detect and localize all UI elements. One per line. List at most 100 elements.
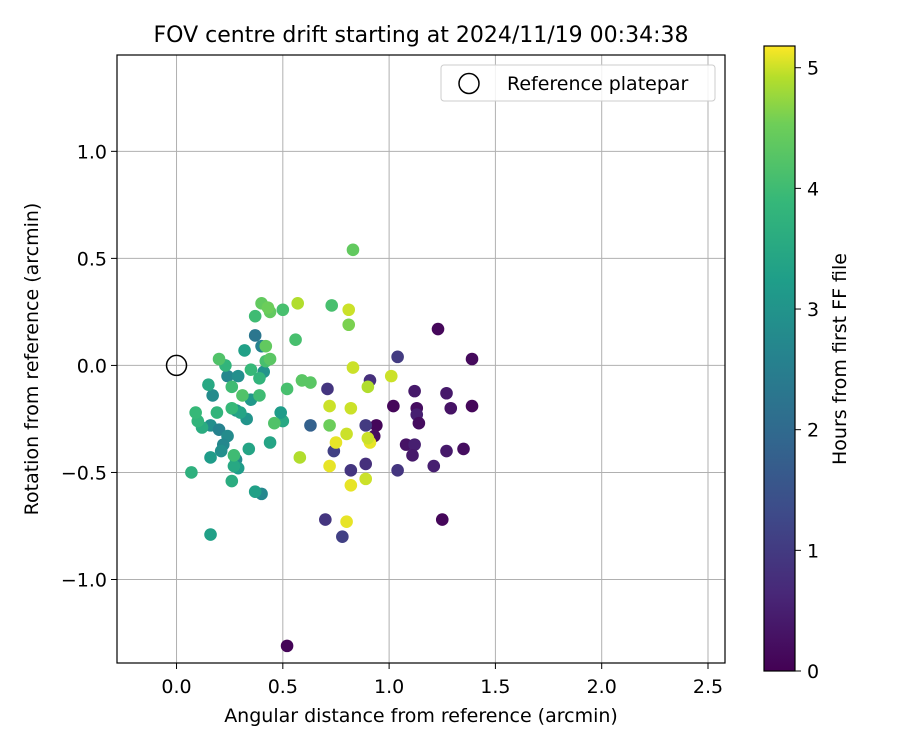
scatter-point <box>248 485 262 499</box>
plot-area: 0.0 0.5 1.0 1.5 2.0 2.5 −1.0 −0.5 0.0 0.5 1.0 <box>61 54 726 698</box>
scatter-point <box>238 344 251 357</box>
colorbar: 0 1 2 3 4 5 Hours from first FF file <box>763 45 851 683</box>
scatter-point <box>289 333 302 347</box>
colorbar-tick-label: 3 <box>807 299 819 321</box>
scatter-point <box>359 472 373 486</box>
x-tick-label: 1.5 <box>480 676 510 698</box>
axes-frame <box>116 54 726 664</box>
scatter-point <box>431 322 445 336</box>
y-tick-label: −1.0 <box>61 570 107 592</box>
x-axis-label: Angular distance from reference (arcmin) <box>224 705 618 727</box>
reference-platepar-marker <box>165 354 188 377</box>
scatter-point <box>406 449 419 462</box>
scatter-point <box>259 339 273 353</box>
scatter-point <box>242 442 256 456</box>
scatter-point <box>321 382 334 396</box>
scatter-point <box>346 361 360 374</box>
scatter-point <box>342 303 356 317</box>
scatter-point <box>204 528 217 541</box>
scatter-point <box>202 378 215 391</box>
scatter-point <box>253 371 266 385</box>
scatter-point <box>408 438 421 451</box>
y-tick-label: −0.5 <box>61 462 107 484</box>
scatter-point <box>323 459 336 473</box>
scatter-point <box>225 401 239 415</box>
scatter-point <box>214 444 228 458</box>
scatter-point <box>231 369 245 383</box>
scatter-point <box>344 479 358 492</box>
scatter-point <box>244 363 258 377</box>
grid <box>117 55 725 663</box>
colorbar-tick-label: 5 <box>807 58 819 80</box>
x-tick-label: 0.0 <box>161 676 191 698</box>
scatter-point <box>280 382 294 396</box>
scatter-point <box>391 464 404 477</box>
x-tick-label: 2.5 <box>693 676 723 698</box>
scatter-point <box>268 416 281 430</box>
scatter-point <box>344 464 358 477</box>
scatter-point <box>370 419 383 432</box>
scatter-point <box>189 406 202 419</box>
legend: Reference platepar <box>440 64 716 102</box>
scatter-point <box>323 419 336 432</box>
colorbar-tick-label: 4 <box>807 178 819 200</box>
y-tick-label: 1.0 <box>77 141 107 163</box>
scatter-point <box>280 639 294 653</box>
colorbar-tick-label: 2 <box>807 420 819 442</box>
scatter-point <box>359 419 373 432</box>
y-tick-label: 0.5 <box>77 248 107 270</box>
scatter-point <box>206 389 219 402</box>
scatter-point <box>440 386 453 400</box>
scatter-point <box>361 431 375 445</box>
scatter-point <box>227 459 241 473</box>
scatter-point <box>336 530 349 543</box>
scatter-point <box>412 416 426 430</box>
scatter-point <box>276 303 290 317</box>
scatter-point <box>465 352 479 366</box>
scatter-point <box>329 436 343 449</box>
scatter-point <box>457 442 470 456</box>
scatter-point <box>304 376 317 389</box>
scatter-point <box>344 401 358 415</box>
y-tick-label: 0.0 <box>77 355 107 377</box>
y-axis-ticks: −1.0 −0.5 0.0 0.5 1.0 <box>61 141 117 592</box>
scatter-point <box>465 399 479 413</box>
scatter-point <box>274 406 287 419</box>
scatter-point <box>263 436 277 449</box>
scatter-point <box>221 369 234 383</box>
scatter-points <box>185 243 479 653</box>
scatter-point <box>323 399 336 413</box>
scatter-point <box>210 406 224 419</box>
scatter-point <box>225 380 239 394</box>
scatter-point <box>185 466 198 479</box>
scatter-point <box>391 350 404 364</box>
colorbar-gradient <box>763 45 796 672</box>
chart-title: FOV centre drift starting at 2024/11/19 … <box>154 23 689 48</box>
scatter-point <box>340 427 353 441</box>
x-tick-label: 0.5 <box>268 676 298 698</box>
scatter-point <box>304 419 317 432</box>
scatter-point <box>342 318 356 332</box>
x-tick-label: 1.0 <box>374 676 404 698</box>
colorbar-ticks: 0 1 2 3 4 5 <box>795 58 819 683</box>
scatter-point <box>212 352 226 366</box>
scatter-point <box>427 459 441 473</box>
scatter-point <box>236 389 249 402</box>
colorbar-tick-label: 1 <box>807 540 819 562</box>
legend-marker-icon <box>458 72 480 95</box>
x-tick-label: 2.0 <box>587 676 617 698</box>
scatter-point <box>444 401 458 415</box>
scatter-point <box>253 389 266 402</box>
scatter-point <box>227 449 241 462</box>
scatter-point <box>340 515 353 529</box>
colorbar-tick-label: 0 <box>807 661 819 683</box>
scatter-point <box>384 369 398 383</box>
scatter-point <box>435 513 449 526</box>
legend-box <box>440 64 716 102</box>
scatter-point <box>325 299 339 312</box>
scatter-point <box>440 444 453 458</box>
legend-entry-reference: Reference platepar <box>507 73 689 95</box>
x-axis-ticks: 0.0 0.5 1.0 1.5 2.0 2.5 <box>161 663 723 698</box>
scatter-point <box>291 297 304 310</box>
